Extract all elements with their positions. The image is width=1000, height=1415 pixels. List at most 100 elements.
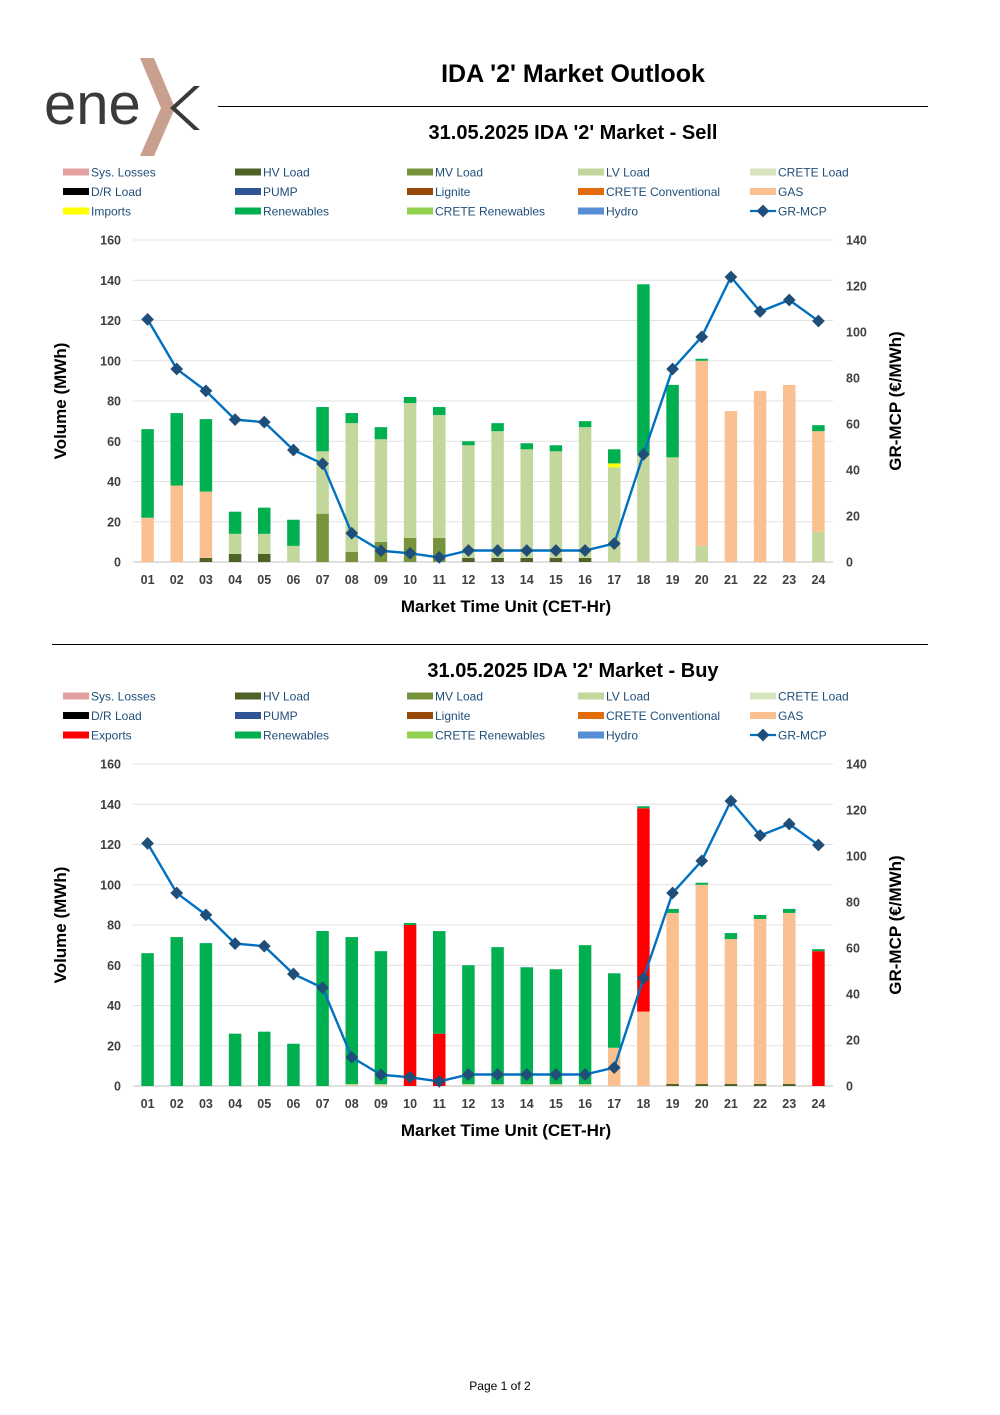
legend-label: GR-MCP bbox=[778, 205, 827, 219]
legend-swatch bbox=[63, 692, 89, 700]
legend-swatch bbox=[235, 207, 261, 215]
legend-label: Hydro bbox=[606, 205, 638, 219]
mcp-point bbox=[141, 836, 154, 850]
bar-lv-load bbox=[345, 1083, 358, 1086]
bar-lv-load bbox=[374, 1083, 388, 1086]
bar-mv-load bbox=[345, 551, 358, 562]
legend-label: GAS bbox=[778, 709, 803, 723]
x-tick-label: 21 bbox=[724, 573, 738, 587]
legend-item-hv-load: HV Load bbox=[235, 690, 310, 704]
bar-renewables bbox=[228, 1033, 242, 1086]
bar-lv-load bbox=[258, 533, 271, 554]
x-tick-label: 05 bbox=[257, 573, 271, 587]
x-tick-label: 19 bbox=[666, 573, 680, 587]
legend-marker-swatch bbox=[756, 728, 770, 742]
mcp-point bbox=[287, 443, 300, 457]
legend-label: Lignite bbox=[435, 185, 471, 199]
bar-lv-load bbox=[578, 427, 592, 558]
legend-item-lignite: Lignite bbox=[407, 185, 471, 199]
x-tick-label: 22 bbox=[753, 1097, 767, 1111]
x-tick-label: 14 bbox=[520, 573, 534, 587]
legend-swatch bbox=[235, 168, 261, 176]
bar-renewables bbox=[724, 933, 738, 940]
legend-swatch bbox=[750, 712, 776, 719]
legend-label: HV Load bbox=[263, 690, 310, 704]
legend-swatch bbox=[578, 207, 604, 215]
bar-lv-load bbox=[491, 1083, 504, 1086]
legend-label: PUMP bbox=[263, 185, 298, 199]
bar-lv-load bbox=[520, 1083, 533, 1086]
x-tick-label: 23 bbox=[782, 573, 796, 587]
bar-renewables bbox=[141, 429, 154, 518]
bar-renewables bbox=[462, 965, 475, 1084]
y2-tick-label: 40 bbox=[846, 464, 860, 478]
bar-lv-load bbox=[287, 545, 300, 562]
x-tick-label: 11 bbox=[433, 573, 446, 587]
bar-lv-load bbox=[812, 531, 825, 562]
y-tick-label: 120 bbox=[100, 314, 121, 328]
legend-swatch bbox=[235, 731, 261, 739]
legend-label: Renewables bbox=[263, 729, 329, 743]
bar-gas bbox=[783, 912, 796, 1084]
y-tick-label: 0 bbox=[114, 556, 121, 570]
legend-item-gas: GAS bbox=[750, 185, 803, 199]
legend-label: CRETE Renewables bbox=[435, 205, 545, 219]
bar-lv-load bbox=[578, 1083, 592, 1086]
x-tick-label: 07 bbox=[316, 573, 330, 587]
chart-title: 31.05.2025 IDA '2' Market - Sell bbox=[429, 122, 718, 144]
bar-renewables bbox=[199, 943, 213, 1086]
x-tick-label: 16 bbox=[578, 573, 592, 587]
legend-label: D/R Load bbox=[91, 709, 142, 723]
y2-tick-label: 140 bbox=[846, 758, 867, 772]
y-tick-label: 100 bbox=[100, 354, 121, 368]
legend-item-renewables: Renewables bbox=[235, 729, 329, 743]
legend-swatch bbox=[63, 188, 89, 195]
y2-tick-label: 0 bbox=[846, 1080, 853, 1094]
bar-renewables bbox=[637, 806, 650, 809]
legend-item-crete-load: CRETE Load bbox=[750, 166, 849, 180]
mcp-point bbox=[228, 413, 242, 426]
bar-gas bbox=[724, 939, 738, 1084]
legend-swatch bbox=[750, 692, 776, 700]
bar-lv-load bbox=[549, 451, 563, 558]
x-tick-label: 01 bbox=[141, 573, 155, 587]
y2-axis-label: GR-MCP (€/MWh) bbox=[886, 331, 905, 470]
mcp-point bbox=[199, 384, 213, 398]
y-tick-label: 60 bbox=[107, 959, 121, 973]
x-tick-label: 06 bbox=[286, 1097, 300, 1111]
legend-swatch bbox=[63, 207, 89, 215]
legend-swatch bbox=[578, 731, 604, 739]
legend-item-gas: GAS bbox=[750, 709, 803, 723]
legend-label: Sys. Losses bbox=[91, 690, 156, 704]
y-tick-label: 100 bbox=[100, 878, 121, 892]
bar-hv-load bbox=[783, 1083, 796, 1086]
logo-x-mark-stroke bbox=[170, 86, 200, 130]
bar-renewables bbox=[433, 407, 446, 416]
x-tick-label: 12 bbox=[461, 573, 475, 587]
bar-renewables bbox=[608, 973, 621, 1048]
y2-axis-label: GR-MCP (€/MWh) bbox=[886, 855, 905, 994]
y-tick-label: 120 bbox=[100, 838, 121, 852]
bar-hv-load bbox=[724, 1083, 738, 1086]
legend-label: Exports bbox=[91, 729, 132, 743]
legend-label: CRETE Conventional bbox=[606, 709, 720, 723]
bar-renewables bbox=[783, 908, 796, 913]
legend-item-mv-load: MV Load bbox=[407, 166, 483, 180]
bar-renewables bbox=[695, 882, 708, 885]
bar-hv-load bbox=[228, 553, 242, 562]
bar-hv-load bbox=[753, 1083, 767, 1086]
legend-label: CRETE Conventional bbox=[606, 185, 720, 199]
y-tick-label: 160 bbox=[100, 234, 121, 248]
legend-label: MV Load bbox=[435, 690, 483, 704]
bar-gas bbox=[724, 411, 738, 562]
legend-swatch bbox=[407, 712, 433, 719]
x-tick-label: 18 bbox=[636, 573, 650, 587]
mcp-point bbox=[170, 886, 184, 900]
bar-lv-load bbox=[637, 453, 650, 562]
x-tick-label: 15 bbox=[549, 1097, 563, 1111]
y2-tick-label: 60 bbox=[846, 942, 860, 956]
x-tick-label: 09 bbox=[374, 573, 388, 587]
x-tick-label: 07 bbox=[316, 1097, 330, 1111]
x-tick-label: 10 bbox=[403, 573, 417, 587]
legend-swatch bbox=[578, 712, 604, 719]
